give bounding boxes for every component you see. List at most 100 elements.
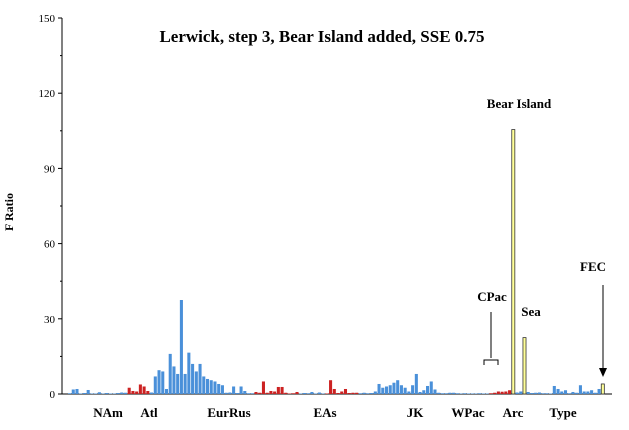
bar — [399, 385, 403, 394]
bar — [343, 388, 348, 394]
bar — [373, 391, 377, 394]
bar — [217, 383, 221, 394]
bar — [351, 392, 355, 394]
y-ticks: 0 30 60 90 120 150 — [39, 13, 62, 401]
bar — [541, 393, 545, 394]
bar — [534, 392, 538, 394]
bar — [504, 391, 508, 394]
bar — [146, 390, 150, 394]
bar — [467, 393, 471, 394]
bar — [194, 371, 198, 394]
region-label-atl: Atl — [140, 405, 158, 420]
bar — [68, 393, 72, 394]
bar — [172, 366, 176, 394]
bar — [273, 391, 277, 394]
bar — [370, 393, 374, 394]
annotation-sea: Sea — [521, 304, 541, 319]
bar — [321, 393, 325, 394]
bar — [75, 388, 79, 394]
bar — [552, 385, 556, 394]
bar — [549, 393, 553, 394]
bar — [168, 353, 172, 394]
bar — [247, 393, 251, 394]
bar — [485, 393, 489, 394]
bar — [511, 129, 516, 395]
bar — [202, 376, 206, 394]
y-tick-label: 90 — [44, 163, 56, 175]
bar — [366, 393, 370, 394]
bar — [474, 393, 478, 394]
region-label-jk: JK — [407, 405, 425, 420]
bar — [519, 391, 523, 394]
bar — [250, 393, 254, 394]
bar — [515, 392, 519, 394]
bar — [590, 390, 594, 394]
bars — [68, 129, 605, 395]
bar — [537, 392, 541, 394]
bar — [481, 393, 485, 394]
bar — [582, 391, 586, 394]
bar — [418, 391, 422, 394]
bar — [187, 352, 191, 394]
bar — [97, 392, 101, 394]
bar — [71, 389, 75, 394]
bar — [437, 392, 441, 394]
bar — [209, 380, 213, 394]
bar — [123, 392, 127, 394]
bar — [150, 392, 154, 394]
bar — [280, 386, 284, 394]
y-tick-label: 30 — [44, 314, 56, 326]
bar — [452, 392, 456, 394]
bar — [176, 373, 180, 394]
bar — [567, 393, 571, 394]
region-label-arc: Arc — [503, 405, 524, 420]
bar — [392, 382, 396, 394]
bar — [508, 390, 512, 394]
bar — [79, 393, 83, 394]
bar — [325, 393, 329, 394]
bar — [500, 391, 504, 394]
region-label-nam: NAm — [93, 405, 123, 420]
bar — [261, 381, 265, 394]
bar — [198, 363, 202, 394]
bar — [470, 393, 474, 394]
bar — [191, 363, 195, 394]
bar — [86, 389, 90, 394]
region-label-eas: EAs — [313, 405, 336, 420]
bar — [463, 393, 467, 394]
bar — [433, 389, 437, 394]
bar — [254, 391, 258, 394]
bar — [530, 393, 534, 394]
bar — [82, 393, 86, 394]
bar — [377, 383, 381, 394]
bar — [138, 384, 142, 394]
annotation-cpac: CPac — [477, 289, 507, 304]
bar — [291, 393, 295, 394]
bar — [153, 376, 157, 394]
bar — [384, 386, 389, 394]
bar — [299, 393, 303, 394]
bar — [164, 388, 169, 394]
annotation-bear-island: Bear Island — [487, 96, 552, 111]
bar — [224, 392, 228, 394]
y-tick-label: 120 — [39, 88, 56, 100]
bar — [407, 391, 411, 394]
bar — [232, 386, 236, 394]
bar — [112, 393, 116, 394]
y-tick-label: 60 — [44, 239, 56, 251]
bar — [127, 387, 131, 394]
bar — [411, 385, 415, 394]
annotation-fec: FEC — [580, 259, 606, 274]
bar — [586, 391, 590, 394]
bar — [213, 381, 217, 394]
bar — [455, 393, 459, 394]
bar — [276, 386, 280, 394]
region-label-wpac: WPac — [451, 405, 484, 420]
bar — [362, 392, 366, 394]
bar — [205, 378, 210, 394]
cpac-bracket — [483, 312, 499, 365]
bar — [120, 392, 124, 394]
y-tick-label: 0 — [50, 389, 56, 401]
bar — [396, 380, 400, 394]
